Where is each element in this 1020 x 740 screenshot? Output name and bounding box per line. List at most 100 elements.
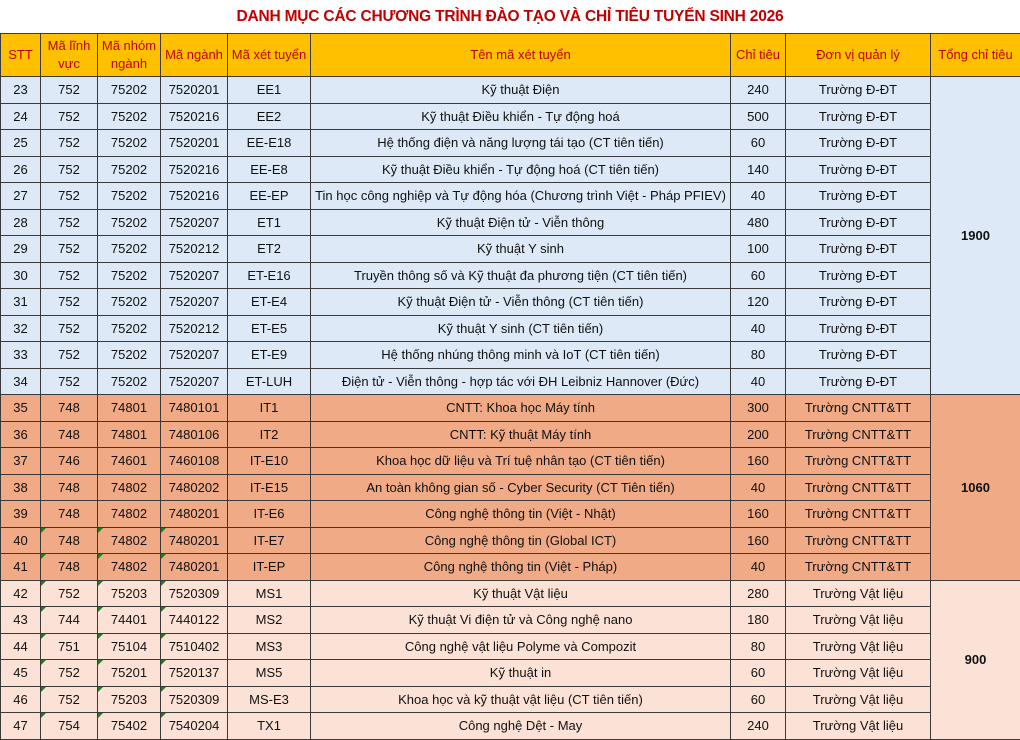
admission-code-cell: ET-E9 <box>228 342 311 369</box>
unit-cell: Trường CNTT&TT <box>786 554 931 581</box>
program-name-cell: Kỹ thuật Y sinh (CT tiên tiến) <box>311 315 731 342</box>
header-field-code: Mã lĩnh vực <box>41 34 98 77</box>
stt-cell: 29 <box>1 236 41 263</box>
unit-cell: Trường Đ-ĐT <box>786 156 931 183</box>
group-code-cell: 75202 <box>98 77 161 104</box>
field-code-cell: 752 <box>41 580 98 607</box>
unit-cell: Trường Vật liệu <box>786 686 931 713</box>
group-code-cell: 74802 <box>98 527 161 554</box>
unit-cell: Trường Vật liệu <box>786 660 931 687</box>
stt-cell: 32 <box>1 315 41 342</box>
program-name-cell: Khoa học và kỹ thuật vật liệu (CT tiên t… <box>311 686 731 713</box>
admission-code-cell: IT-E10 <box>228 448 311 475</box>
quota-cell: 160 <box>731 501 786 528</box>
quota-cell: 40 <box>731 315 786 342</box>
field-code-cell: 752 <box>41 315 98 342</box>
group-code-cell: 75202 <box>98 289 161 316</box>
major-code-cell: 7520216 <box>161 156 228 183</box>
quota-cell: 240 <box>731 77 786 104</box>
group-code-cell: 74802 <box>98 554 161 581</box>
header-program-name: Tên mã xét tuyển <box>311 34 731 77</box>
quota-cell: 60 <box>731 660 786 687</box>
admission-code-cell: ET-E4 <box>228 289 311 316</box>
admission-code-cell: EE1 <box>228 77 311 104</box>
stt-cell: 34 <box>1 368 41 395</box>
unit-cell: Trường CNTT&TT <box>786 501 931 528</box>
group-code-cell: 75202 <box>98 262 161 289</box>
stt-cell: 38 <box>1 474 41 501</box>
program-name-cell: Tin học công nghiệp và Tự động hóa (Chươ… <box>311 183 731 210</box>
group-code-cell: 75202 <box>98 236 161 263</box>
field-code-cell: 752 <box>41 183 98 210</box>
major-code-cell: 7520207 <box>161 368 228 395</box>
major-code-cell: 7520207 <box>161 289 228 316</box>
group-code-cell: 74802 <box>98 474 161 501</box>
group-code-cell: 75202 <box>98 130 161 157</box>
field-code-cell: 748 <box>41 554 98 581</box>
field-code-cell: 752 <box>41 660 98 687</box>
quota-cell: 80 <box>731 342 786 369</box>
field-code-cell: 752 <box>41 236 98 263</box>
program-name-cell: CNTT: Khoa học Máy tính <box>311 395 731 422</box>
quota-cell: 120 <box>731 289 786 316</box>
group-code-cell: 75202 <box>98 368 161 395</box>
quota-cell: 180 <box>731 607 786 634</box>
unit-cell: Trường Đ-ĐT <box>786 77 931 104</box>
stt-cell: 40 <box>1 527 41 554</box>
program-name-cell: Kỹ thuật Điều khiển - Tự động hoá <box>311 103 731 130</box>
program-name-cell: Hệ thống điện và năng lượng tái tạo (CT … <box>311 130 731 157</box>
program-name-cell: Kỹ thuật Vi điện tử và Công nghệ nano <box>311 607 731 634</box>
unit-cell: Trường CNTT&TT <box>786 474 931 501</box>
admission-code-cell: ET-LUH <box>228 368 311 395</box>
group-code-cell: 75202 <box>98 156 161 183</box>
header-row: STT Mã lĩnh vực Mã nhóm ngành Mã ngành M… <box>1 34 1020 77</box>
stt-cell: 42 <box>1 580 41 607</box>
program-name-cell: Kỹ thuật Điện tử - Viễn thông <box>311 209 731 236</box>
major-code-cell: 7520207 <box>161 262 228 289</box>
header-admission-code: Mã xét tuyển <box>228 34 311 77</box>
field-code-cell: 751 <box>41 633 98 660</box>
stt-cell: 44 <box>1 633 41 660</box>
quota-cell: 480 <box>731 209 786 236</box>
stt-cell: 26 <box>1 156 41 183</box>
unit-cell: Trường Đ-ĐT <box>786 315 931 342</box>
group-code-cell: 75202 <box>98 342 161 369</box>
unit-cell: Trường CNTT&TT <box>786 421 931 448</box>
admission-code-cell: ET-E16 <box>228 262 311 289</box>
unit-cell: Trường CNTT&TT <box>786 527 931 554</box>
group-code-cell: 75201 <box>98 660 161 687</box>
admission-code-cell: TX1 <box>228 713 311 740</box>
field-code-cell: 752 <box>41 130 98 157</box>
stt-cell: 47 <box>1 713 41 740</box>
unit-cell: Trường Đ-ĐT <box>786 342 931 369</box>
admission-code-cell: EE2 <box>228 103 311 130</box>
group-code-cell: 75104 <box>98 633 161 660</box>
unit-cell: Trường CNTT&TT <box>786 395 931 422</box>
stt-cell: 24 <box>1 103 41 130</box>
quota-cell: 60 <box>731 686 786 713</box>
stt-cell: 27 <box>1 183 41 210</box>
field-code-cell: 748 <box>41 527 98 554</box>
program-name-cell: Hệ thống nhúng thông minh và IoT (CT tiê… <box>311 342 731 369</box>
field-code-cell: 752 <box>41 686 98 713</box>
field-code-cell: 752 <box>41 289 98 316</box>
total-quota-cell: 1900 <box>931 77 1020 395</box>
program-name-cell: Công nghệ vật liệu Polyme và Compozit <box>311 633 731 660</box>
program-name-cell: Công nghệ thông tin (Global ICT) <box>311 527 731 554</box>
quota-cell: 160 <box>731 527 786 554</box>
field-code-cell: 752 <box>41 103 98 130</box>
admission-code-cell: MS2 <box>228 607 311 634</box>
major-code-cell: 7480101 <box>161 395 228 422</box>
stt-cell: 39 <box>1 501 41 528</box>
group-code-cell: 74401 <box>98 607 161 634</box>
admission-code-cell: IT1 <box>228 395 311 422</box>
